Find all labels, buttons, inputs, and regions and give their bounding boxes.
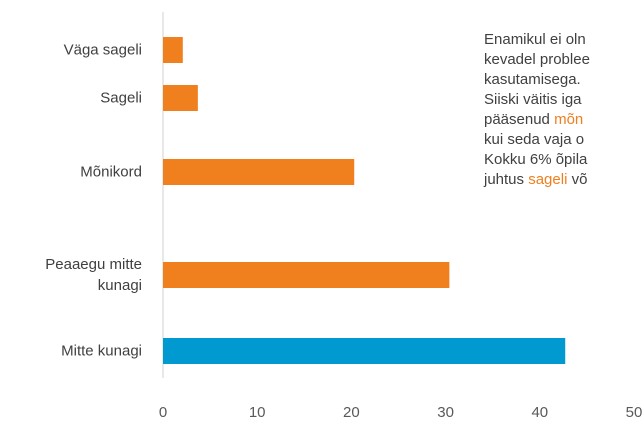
annotation-text: Siiski väitis iga: [484, 91, 582, 108]
annotation-line: pääsenud mõn: [484, 110, 583, 130]
bar: [163, 37, 183, 63]
annotation-line: Siiski väitis iga: [484, 90, 582, 110]
bar: [163, 159, 355, 185]
annotation-text: kui seda vaja o: [484, 131, 585, 148]
y-tick-label: Peaaegu mitte kunagi: [45, 256, 142, 294]
annotation-text: võ: [567, 171, 588, 188]
y-tick-label: Sageli: [100, 89, 142, 107]
annotation-line: kevadel problee: [484, 50, 590, 70]
bar: [163, 338, 566, 364]
annotation-line: kui seda vaja o: [484, 130, 584, 150]
annotation-text: pääsenud: [484, 111, 555, 128]
x-tick-label: 10: [249, 404, 266, 421]
annotation-text: kevadel problee: [484, 51, 590, 68]
x-tick-label: 30: [437, 404, 454, 421]
annotation-text: sageli: [528, 171, 568, 188]
y-tick-label: Mitte kunagi: [61, 342, 142, 360]
y-tick-label: Mõnikord: [80, 163, 142, 181]
annotation-text: Kokku 6% õpila: [484, 151, 588, 168]
annotation-text: Enamikul ei oln: [484, 31, 586, 48]
bar: [163, 262, 450, 288]
annotation-line: Enamikul ei oln: [484, 30, 586, 50]
annotation-line: juhtus sageli võ: [484, 170, 587, 190]
bar: [163, 85, 198, 111]
x-tick-label: 20: [343, 404, 360, 421]
annotation-text: mõn: [554, 111, 584, 128]
x-tick-label: 50: [626, 404, 643, 421]
annotation-line: kasutamisega.: [484, 70, 581, 90]
y-tick-label: Väga sageli: [63, 41, 142, 59]
x-tick-label: 40: [531, 404, 548, 421]
x-tick-label: 0: [159, 404, 167, 421]
annotation-text: juhtus: [484, 171, 529, 188]
annotation-text: kasutamisega.: [484, 71, 581, 88]
annotation-line: Kokku 6% õpila: [484, 150, 587, 170]
